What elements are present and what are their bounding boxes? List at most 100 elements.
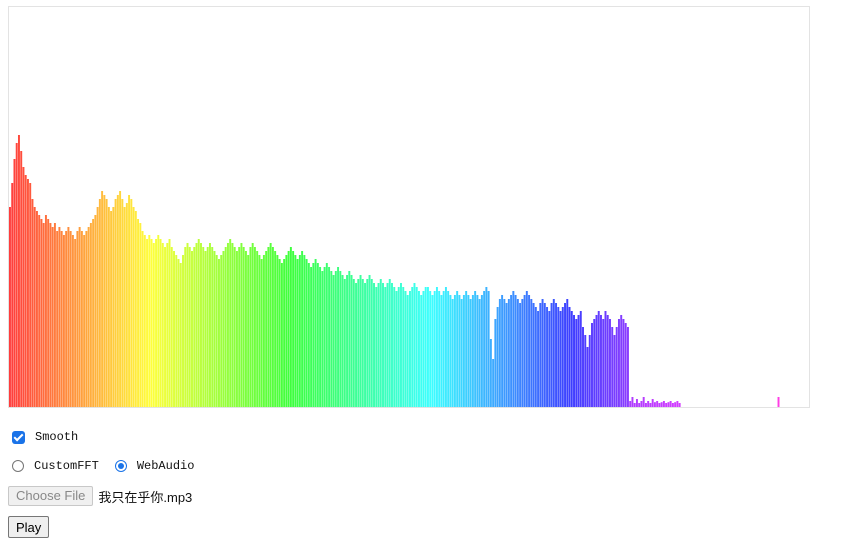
spectrum-bar [278,259,281,407]
spectrum-bar [258,255,261,407]
spectrum-bar [166,243,169,407]
spectrum-bar [498,299,501,407]
spectrum-bar [316,263,319,407]
spectrum-bar [368,275,371,407]
file-row: Choose File 我只在乎你.mp3 [8,486,192,506]
spectrum-bar [112,207,115,407]
spectrum-bar [249,247,252,407]
spectrum-bar [548,311,551,407]
spectrum-bar [357,279,360,407]
spectrum-bar [74,239,77,407]
spectrum-bar [339,271,342,407]
spectrum-bar [382,283,384,407]
spectrum-bar [458,295,461,407]
spectrum-bar [253,247,256,407]
spectrum-bar [624,323,627,407]
spectrum-bar [629,401,632,407]
spectrum-bar [305,259,308,407]
spectrum-bar [13,159,16,407]
spectrum-bar [314,259,317,407]
spectrum-bar [555,303,558,407]
spectrum-bar [62,235,65,407]
spectrum-bar [31,199,34,407]
spectrum-bar [15,143,18,407]
spectrum-bar [561,307,564,407]
spectrum-bar [361,279,364,407]
spectrum-visualizer [9,135,780,407]
spectrum-bar [337,267,340,407]
spectrum-bar [235,251,238,407]
spectrum-bar [56,231,59,407]
spectrum-bar [397,287,400,407]
spectrum-bar [204,251,207,407]
spectrum-bar [566,299,569,407]
spectrum-bar [193,247,196,407]
spectrum-bar [164,247,167,407]
spectrum-bar [24,175,27,407]
spectrum-bar [260,259,263,407]
spectrum-bar [552,299,555,407]
spectrum-bar [20,151,23,407]
spectrum-bar [658,403,661,407]
spectrum-bar [247,255,250,407]
spectrum-bar [42,223,45,407]
spectrum-bar [584,335,587,407]
spectrum-bar [653,402,656,407]
spectrum-bar [489,339,492,407]
spectrum-bar [137,219,140,407]
smooth-label: Smooth [35,430,79,444]
spectrum-bar [494,319,497,407]
play-button[interactable]: Play [8,516,50,538]
spectrum-bar [155,239,158,407]
spectrum-bar [332,275,335,407]
spectrum-bar [173,251,175,407]
smooth-row: Smooth [8,430,78,444]
webaudio-label: WebAudio [136,459,195,473]
spectrum-bar [294,255,297,407]
spectrum-bar [159,239,162,407]
spectrum-bar [350,275,353,407]
spectrum-bar [307,263,310,407]
spectrum-bar [435,287,438,407]
spectrum-bar [523,295,526,407]
spectrum-bar [132,207,135,407]
spectrum-bar [80,231,83,407]
spectrum-bar [197,239,200,407]
spectrum-bar [420,295,423,407]
spectrum-bar [483,291,486,407]
spectrum-bar [240,243,243,407]
spectrum-bar [669,401,672,407]
spectrum-bar [289,247,292,407]
spectrum-bar [577,315,580,407]
spectrum-bar [256,251,259,407]
spectrum-bar [462,295,465,407]
spectrum-bar [575,319,578,407]
spectrum-bar [310,267,313,407]
spectrum-bar [143,235,146,407]
smooth-checkbox[interactable] [12,430,25,444]
spectrum-bar [184,247,187,407]
spectrum-bar [539,303,542,407]
spectrum-bar [312,263,315,407]
spectrum-bar [391,283,393,407]
spectrum-bar [11,183,14,407]
spectrum-bar [373,283,375,407]
spectrum-bar [105,199,108,407]
spectrum-bar [370,279,373,407]
spectrum-bar [530,299,533,407]
spectrum-bar [78,227,81,407]
choose-file-button[interactable]: Choose File [8,486,94,506]
customfft-radio[interactable] [12,460,24,472]
spectrum-bar [505,303,508,407]
spectrum-bar [622,319,625,407]
spectrum-bar [9,207,11,407]
spectrum-bar [534,307,537,407]
spectrum-bar [325,263,328,407]
spectrum-bar [604,311,607,407]
spectrum-bar [586,347,589,407]
spectrum-bar [328,267,331,407]
spectrum-bar [114,199,117,407]
spectrum-bar [301,251,304,407]
spectrum-bar [543,303,546,407]
webaudio-radio[interactable] [114,460,127,472]
